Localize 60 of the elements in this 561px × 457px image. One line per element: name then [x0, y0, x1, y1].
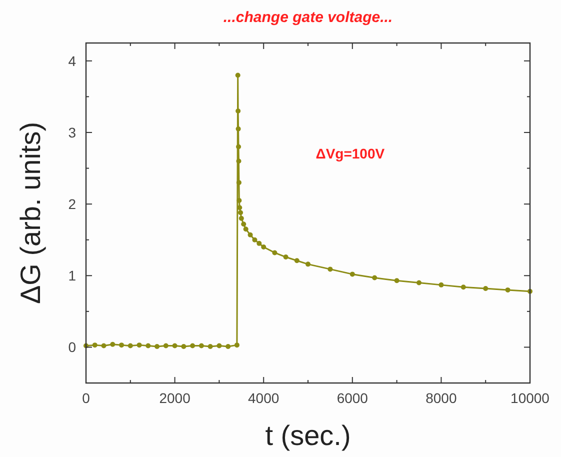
- point: [416, 280, 422, 286]
- point: [236, 158, 242, 164]
- x-axis-title: t (sec.): [265, 420, 351, 451]
- point: [241, 222, 246, 227]
- point: [190, 343, 196, 348]
- chart-title: ...change gate voltage...: [223, 9, 393, 26]
- point: [236, 144, 242, 150]
- point: [283, 254, 288, 260]
- point: [483, 286, 488, 292]
- point: [110, 342, 116, 347]
- y-axis-title: ΔG (arb. units): [15, 122, 46, 304]
- x-tick-label: 0: [82, 390, 90, 406]
- point: [236, 180, 242, 186]
- point: [252, 237, 258, 242]
- point: [136, 342, 142, 348]
- point: [243, 226, 248, 232]
- point: [163, 343, 168, 348]
- x-tick-label: 4000: [248, 390, 280, 406]
- point: [128, 343, 133, 348]
- point: [294, 258, 300, 264]
- point: [328, 266, 333, 272]
- point: [350, 272, 355, 277]
- point: [261, 244, 266, 250]
- point: [460, 284, 466, 290]
- point: [236, 126, 241, 132]
- x-tick-label: 8000: [426, 390, 457, 406]
- point: [234, 342, 240, 348]
- y-tick-label: 1: [68, 268, 76, 284]
- annotation: ΔVg=100V: [316, 146, 386, 162]
- point: [119, 342, 124, 348]
- y-tick-label: 2: [68, 196, 76, 212]
- x-tick-label: 10000: [510, 390, 550, 406]
- point: [236, 198, 242, 203]
- y-tick-label: 0: [68, 339, 76, 356]
- point: [256, 240, 262, 246]
- point: [235, 72, 240, 78]
- y-tick-label: 3: [68, 124, 76, 140]
- point: [236, 108, 241, 114]
- point: [272, 250, 278, 256]
- point: [372, 275, 378, 280]
- point: [238, 210, 244, 216]
- point: [154, 344, 160, 349]
- x-tick-label: 2000: [159, 390, 191, 406]
- point: [216, 343, 222, 348]
- point: [181, 344, 186, 349]
- x-tick-label: 6000: [336, 390, 368, 406]
- point: [172, 343, 178, 348]
- point: [146, 343, 151, 348]
- point: [208, 344, 213, 349]
- point: [226, 344, 231, 349]
- point: [92, 342, 98, 348]
- point: [306, 262, 310, 267]
- point: [394, 278, 400, 284]
- point: [198, 343, 204, 348]
- point: [505, 287, 510, 292]
- y-tick-label: 4: [68, 52, 76, 69]
- point: [438, 282, 444, 288]
- point: [238, 216, 244, 221]
- point: [248, 232, 253, 238]
- point: [101, 343, 106, 348]
